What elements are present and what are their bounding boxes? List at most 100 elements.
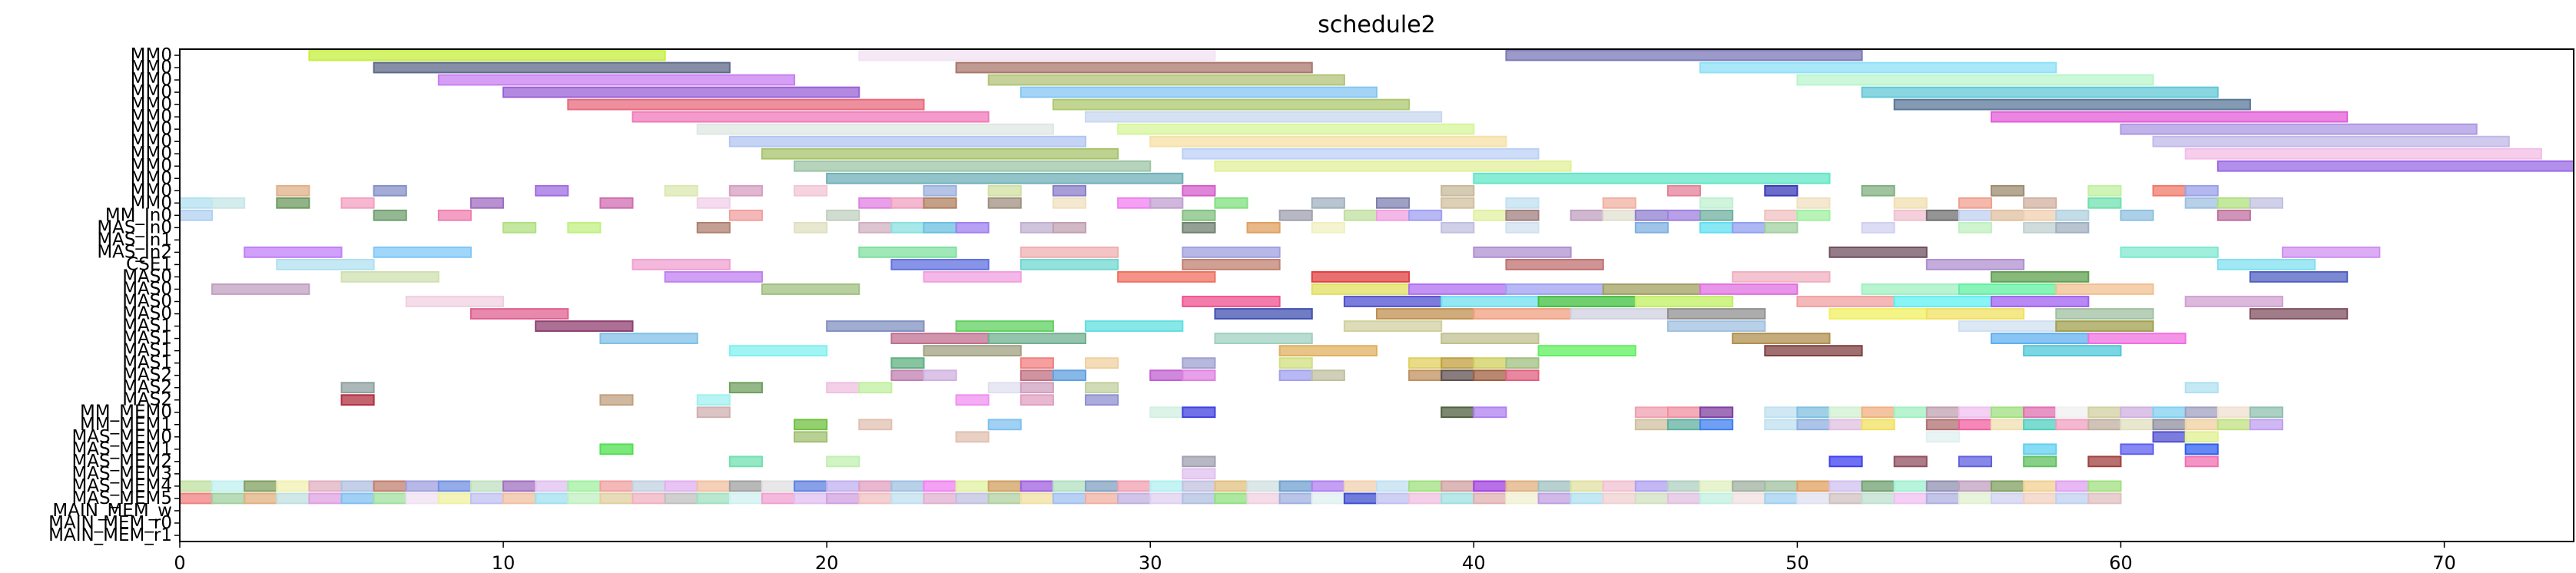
task-bars [179, 49, 2574, 505]
task-bar [728, 455, 763, 468]
task-bar [1441, 296, 1540, 307]
task-bar [2216, 406, 2251, 419]
task-bar [1991, 111, 2349, 123]
task-bar [1278, 357, 1313, 369]
task-bar [890, 333, 990, 344]
row-label: MM0 [131, 107, 172, 127]
row-label: MAS_MEM4 [71, 476, 172, 496]
task-bar [1602, 492, 1636, 505]
task-bar [890, 197, 925, 209]
task-bar [1796, 296, 1895, 307]
task-bar [2087, 333, 2186, 344]
row-label: CSE1 [126, 254, 172, 274]
task-bar [1732, 221, 1766, 234]
task-bar [244, 247, 343, 258]
task-bar [1085, 394, 1119, 406]
task-bar [1991, 480, 2025, 492]
task-bar [1764, 406, 1799, 419]
task-bar [1828, 480, 1863, 492]
task-bar [1441, 480, 1475, 492]
task-bar [308, 492, 343, 505]
task-bar [1958, 406, 1993, 419]
task-bar [1634, 406, 1669, 419]
task-bar [1311, 480, 1345, 492]
task-bar [761, 283, 860, 295]
task-bar [1699, 283, 1799, 295]
task-bar [405, 296, 505, 307]
task-bar [1991, 333, 2090, 344]
task-bar [794, 492, 828, 505]
task-bar [664, 184, 698, 197]
task-bar [2023, 419, 2057, 431]
task-bar [1408, 492, 1443, 505]
task-bar [858, 492, 893, 505]
task-bar [1311, 369, 1345, 382]
task-bar [2249, 419, 2284, 431]
row-label: MM0 [131, 70, 172, 90]
task-bar [2184, 147, 2542, 160]
x-axis: 0 10 20 30 40 50 60 70 [174, 542, 2456, 573]
task-bar [890, 221, 925, 234]
task-bar [1602, 209, 1636, 221]
task-bar [1149, 135, 1507, 147]
task-bar [2184, 296, 2284, 307]
task-bar [1634, 480, 1669, 492]
task-bar [1991, 296, 2090, 307]
y-axis: MM0MM0MM0MM0MM0MM0MM0MM0MM0MM0MM0MM0MM0M… [48, 45, 180, 545]
task-bar [1828, 247, 1928, 258]
task-bar [2216, 197, 2251, 209]
task-bar [826, 172, 1184, 184]
row-label: MAS_MEM1 [71, 439, 172, 459]
row-label: MAS_MEM0 [71, 427, 172, 447]
task-bar [1666, 308, 1766, 320]
task-bar [276, 184, 310, 197]
task-bar [1278, 369, 1313, 382]
task-bar [890, 259, 990, 270]
task-bar [1441, 369, 1475, 382]
task-bar [1732, 271, 1831, 283]
task-bar [1861, 406, 1895, 419]
task-bar [1796, 74, 2154, 86]
task-bar [696, 492, 731, 505]
task-bar [1019, 369, 1054, 382]
task-bar [469, 197, 505, 209]
task-bar [2087, 480, 2122, 492]
row-label: MM_In0 [105, 205, 172, 225]
task-bar [1246, 492, 1281, 505]
task-bar [696, 221, 731, 234]
row-label: MAS_MEM3 [71, 464, 172, 484]
task-bar [1991, 271, 2090, 283]
task-bar [955, 431, 990, 443]
task-bar [1408, 209, 1443, 221]
task-bar [761, 147, 1119, 160]
task-bar [567, 98, 925, 111]
task-bar [2023, 345, 2122, 357]
task-bar [2184, 443, 2219, 455]
task-bar [1149, 197, 1184, 209]
task-bar [179, 480, 214, 492]
task-bar [664, 492, 698, 505]
task-bar [1893, 480, 1928, 492]
task-bar [923, 369, 957, 382]
task-bar [2055, 283, 2154, 295]
row-label: MAIN_MEM_w [52, 501, 172, 521]
task-bar [1925, 259, 2025, 270]
task-bar [535, 480, 569, 492]
task-bar [1699, 406, 1734, 419]
task-bar [2249, 271, 2349, 283]
task-bar [1925, 308, 2025, 320]
x-tick-label: 70 [2432, 552, 2456, 573]
task-bar [1732, 492, 1766, 505]
task-bar [340, 492, 375, 505]
task-bar [1149, 492, 1184, 505]
task-bar [1764, 419, 1799, 431]
task-bar [1278, 345, 1378, 357]
task-bar [728, 492, 763, 505]
task-bar [2023, 197, 2057, 209]
task-bar [987, 382, 1022, 394]
task-bar [1958, 492, 1993, 505]
task-bar [1699, 61, 2057, 74]
task-bar [437, 209, 472, 221]
task-bar [632, 480, 666, 492]
task-bar [1828, 308, 1928, 320]
